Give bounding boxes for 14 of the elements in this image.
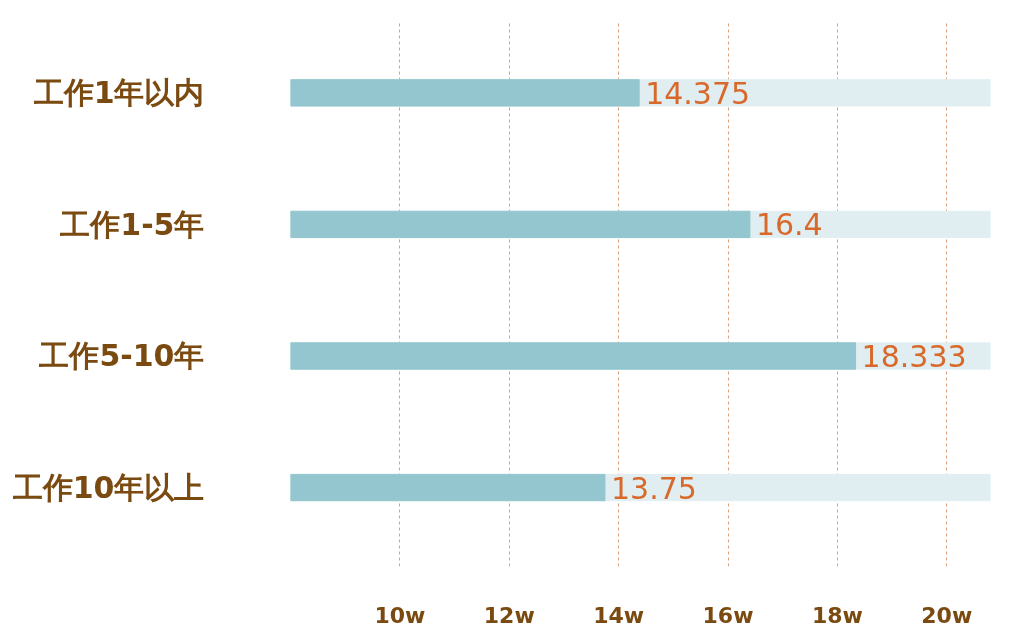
y-tick-label: 工作10年以上 <box>11 470 205 506</box>
y-tick-label: 工作1-5年 <box>59 206 205 242</box>
x-tick-label: 18w <box>811 602 863 628</box>
x-tick-label: 10w <box>374 602 426 628</box>
data-label: 16.4 <box>755 207 823 243</box>
data-label: 14.375 <box>645 75 751 111</box>
y-tick-label: 工作1年以内 <box>32 75 205 111</box>
y-tick-label: 工作5-10年 <box>38 338 205 374</box>
x-tick-label: 14w <box>593 602 645 628</box>
x-tick-label: 16w <box>702 602 754 628</box>
x-tick-label: 12w <box>483 602 535 628</box>
data-label: 13.75 <box>610 470 697 506</box>
x-tick-label: 20w <box>921 602 973 628</box>
data-label: 18.333 <box>861 338 967 374</box>
